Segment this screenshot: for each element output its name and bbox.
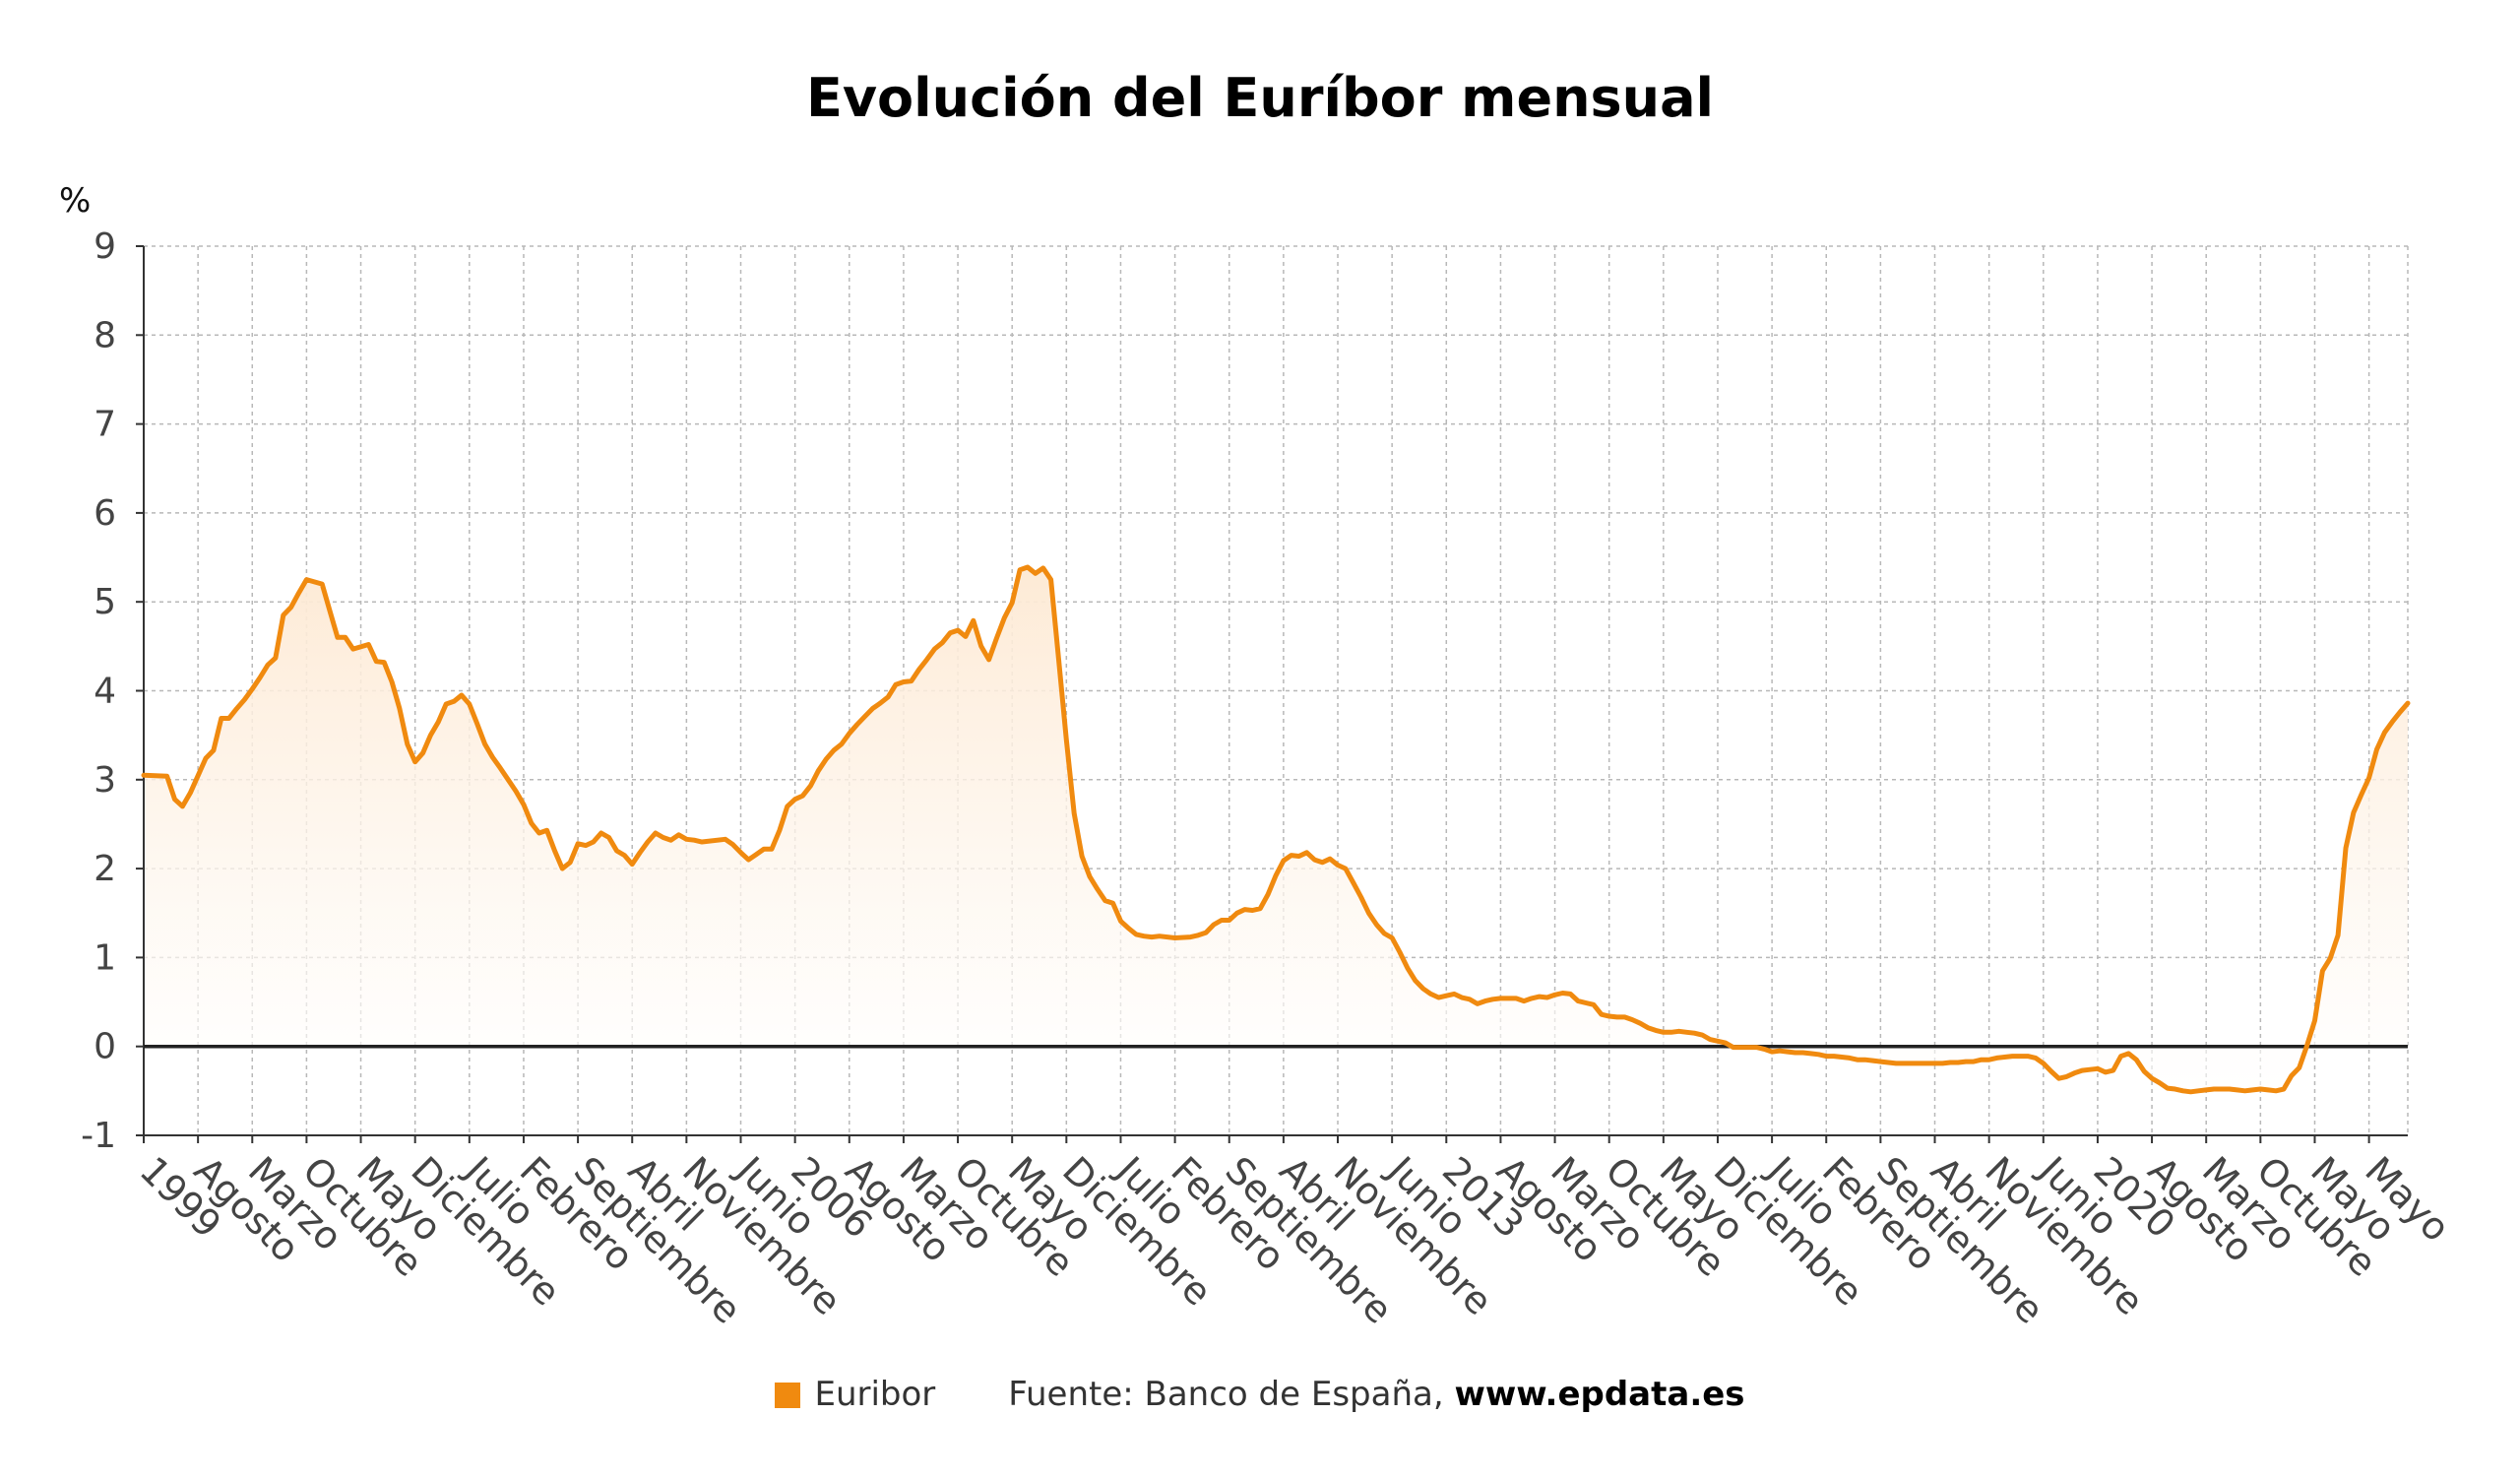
- source-url: www.epdata.es: [1454, 1375, 1745, 1414]
- y-tick-label: 0: [94, 1027, 116, 1067]
- chart-title: Evolución del Euríbor mensual: [805, 67, 1715, 129]
- area-fill: [144, 567, 2408, 1092]
- y-tick-label: 2: [94, 849, 116, 889]
- y-tick-label: 7: [94, 405, 116, 445]
- y-tick-label: 1: [94, 937, 116, 978]
- source-label: Fuente: Banco de España,: [1008, 1375, 1444, 1414]
- series-line-group: [141, 564, 2411, 1095]
- y-tick-labels: 9 8 7 6 5 4 3 2 1 0 -1: [81, 226, 116, 1156]
- y-tick-label: 6: [94, 493, 116, 534]
- y-tick-label: 9: [94, 226, 116, 267]
- area-fill-group: [144, 567, 2408, 1092]
- legend: Euribor Fuente: Banco de España, www.epda…: [0, 1375, 2520, 1414]
- x-tick-labels: 1999AgostoMarzoOctubreMayoDiciembreJulio…: [132, 1147, 2459, 1332]
- y-tick-label: 5: [94, 582, 116, 622]
- y-axis-unit-label: %: [59, 181, 92, 221]
- axes: [136, 245, 2408, 1143]
- legend-swatch: [775, 1383, 801, 1408]
- y-tick-label: -1: [81, 1116, 116, 1156]
- legend-series-label: Euribor: [814, 1375, 936, 1414]
- series-line-euribor: [141, 564, 2411, 1095]
- y-tick-label: 3: [94, 760, 116, 801]
- y-tick-label: 8: [94, 315, 116, 355]
- y-tick-label: 4: [94, 672, 116, 712]
